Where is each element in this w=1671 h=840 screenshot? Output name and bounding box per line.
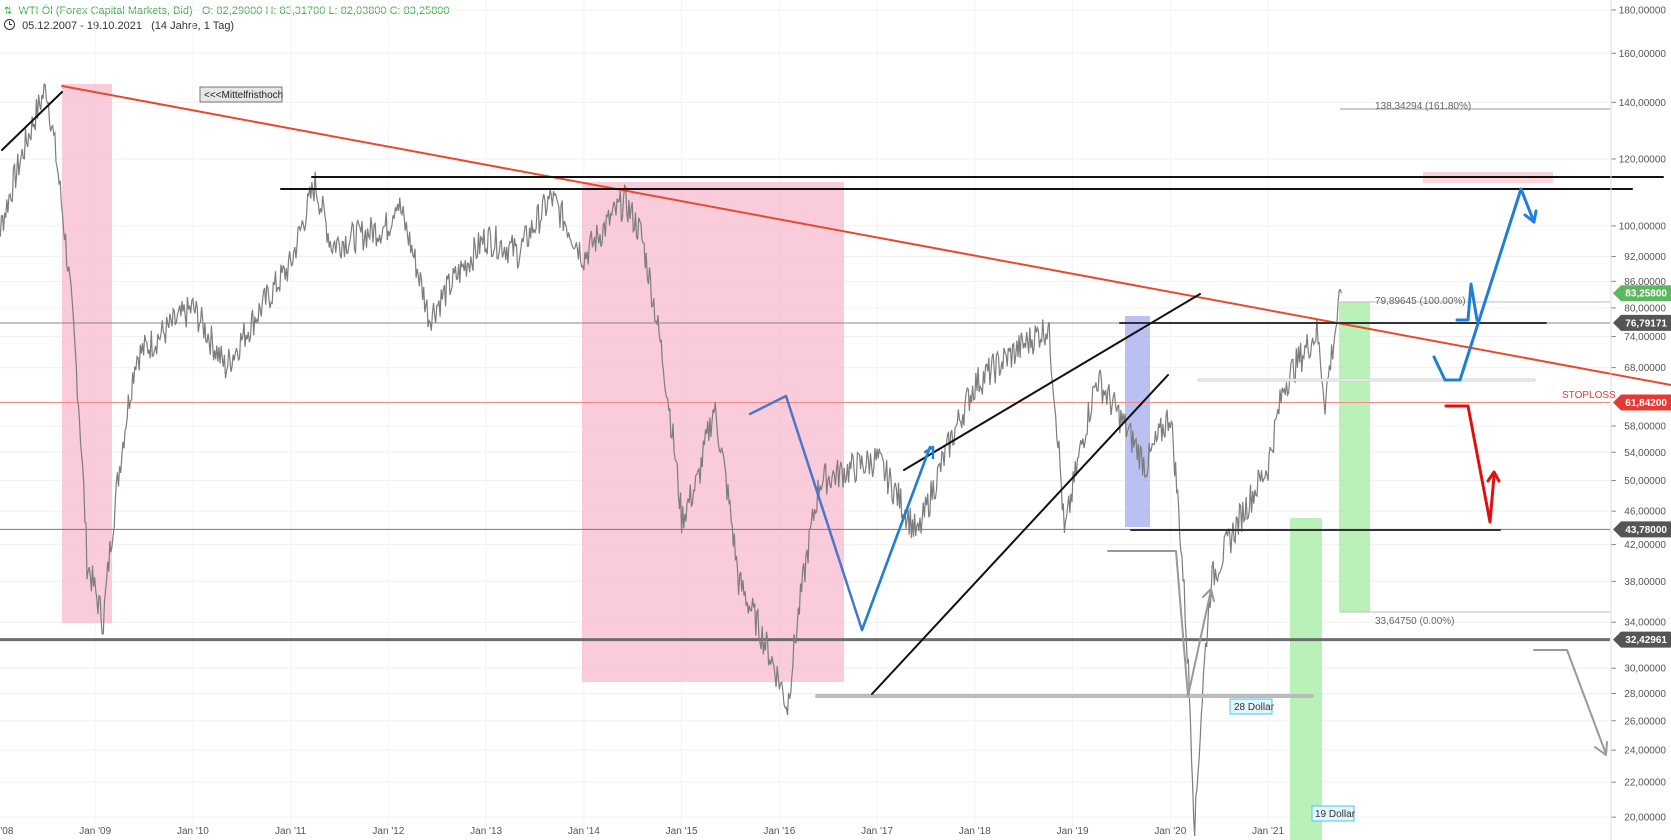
ohlc-values: O: 82,29000 H: 83,31700 L: 82,03800 C: 8… bbox=[201, 5, 450, 17]
y-tick-label: 54,00000 bbox=[1624, 448, 1666, 459]
y-tick-label: 80,00000 bbox=[1624, 303, 1666, 314]
price-label-bg bbox=[1613, 314, 1671, 331]
y-tick-label: 24,00000 bbox=[1624, 746, 1666, 757]
trendline[interactable] bbox=[1533, 649, 1607, 755]
annotations: <<<Mittelfristhoch 28 Dollar 19 Dollar S… bbox=[199, 86, 1616, 822]
y-tick-label: 86,00000 bbox=[1624, 277, 1666, 288]
arrow-head[interactable] bbox=[1202, 588, 1215, 602]
x-tick-label: Jan '08 bbox=[0, 826, 14, 837]
mittelfristhoch-box[interactable] bbox=[199, 86, 283, 103]
y-tick-label: 140,00000 bbox=[1619, 98, 1667, 109]
price-label-bg bbox=[1613, 631, 1671, 648]
projection-arrow[interactable] bbox=[1455, 282, 1479, 322]
y-tick-label: 46,00000 bbox=[1624, 507, 1666, 518]
price-series-line bbox=[0, 83, 1342, 837]
y-tick-label: 28,00000 bbox=[1624, 689, 1666, 700]
highlight-zone bbox=[1339, 302, 1370, 612]
y-tick-label: 20,00000 bbox=[1624, 813, 1666, 824]
trendline[interactable] bbox=[903, 293, 1201, 471]
instrument-title[interactable]: WTI Öl (Forex Capital Markets, Bid) bbox=[18, 5, 193, 17]
y-tick-label: 34,00000 bbox=[1624, 618, 1666, 629]
arrow-head[interactable] bbox=[923, 445, 935, 460]
y-tick-label: 42,00000 bbox=[1624, 540, 1666, 551]
x-tick-label: Jan '15 bbox=[666, 826, 698, 837]
y-tick-label: 92,00000 bbox=[1624, 252, 1666, 263]
y-tick-label: 30,00000 bbox=[1624, 664, 1666, 675]
fib-0-label: 33,64750 (0.00%) bbox=[1375, 616, 1455, 627]
x-tick-label: Jan '17 bbox=[861, 826, 893, 837]
x-tick-label: Jan '10 bbox=[177, 826, 209, 837]
price-label-bg bbox=[1613, 394, 1671, 411]
candle-icon: ⇅ bbox=[4, 6, 13, 17]
x-tick-label: Jan '13 bbox=[470, 826, 502, 837]
y-tick-label: 58,00000 bbox=[1624, 422, 1666, 433]
clock-icon bbox=[4, 19, 15, 30]
instrument-line: ⇅ WTI Öl (Forex Capital Markets, Bid) O:… bbox=[4, 4, 450, 19]
y-tick-label: 26,00000 bbox=[1624, 716, 1666, 727]
chart-header: ⇅ WTI Öl (Forex Capital Markets, Bid) O:… bbox=[4, 4, 450, 33]
x-tick-label: Jan '19 bbox=[1057, 826, 1089, 837]
x-tick-label: Jan '11 bbox=[275, 826, 307, 837]
trendline[interactable] bbox=[1107, 550, 1212, 697]
fib-161-label: 138,34294 (161.80%) bbox=[1375, 101, 1471, 112]
period-line: 05.12.2007 - 19.10.2021 (14 Jahre, 1 Tag… bbox=[4, 19, 450, 33]
x-axis: Jan '08 Jan '09 Jan '10 Jan '11 Jan '12 Jan '… bbox=[0, 826, 1284, 837]
y-tick-label: 50,00000 bbox=[1624, 476, 1666, 487]
y-tick-label: 100,00000 bbox=[1619, 221, 1667, 232]
x-tick-label: Jan '09 bbox=[79, 826, 111, 837]
resistance-trendline[interactable] bbox=[61, 85, 1671, 386]
arrow-head[interactable] bbox=[1594, 741, 1608, 756]
x-tick-label: Jan '18 bbox=[959, 826, 991, 837]
highlight-zone bbox=[582, 182, 844, 682]
y-tick-label: 68,00000 bbox=[1624, 363, 1666, 374]
dollar19-box bbox=[1311, 805, 1355, 822]
price-label: 43,78000 bbox=[1625, 525, 1667, 536]
price-label-bg bbox=[1613, 521, 1671, 538]
x-tick-label: Jan '16 bbox=[763, 826, 795, 837]
price-label: 76,79171 bbox=[1625, 318, 1667, 329]
dollar19-label: 19 Dollar bbox=[1315, 809, 1356, 820]
highlight-zone bbox=[1290, 518, 1322, 840]
trendline[interactable] bbox=[860, 445, 932, 632]
arrow-head[interactable] bbox=[1523, 209, 1538, 224]
x-tick-label: Jan '12 bbox=[372, 826, 404, 837]
projection-arrow[interactable] bbox=[1444, 404, 1496, 524]
arrow-head[interactable] bbox=[1486, 470, 1501, 483]
dollar28-box bbox=[1229, 698, 1273, 715]
highlight-zone bbox=[1125, 316, 1150, 527]
period-range: 05.12.2007 - 19.10.2021 bbox=[22, 20, 142, 32]
y-tick-label: 120,00000 bbox=[1619, 154, 1667, 165]
stoploss-label: STOPLOSS bbox=[1562, 390, 1616, 401]
mittelfristhoch-label: <<<Mittelfristhoch bbox=[204, 90, 283, 101]
x-tick-label: Jan '14 bbox=[568, 826, 600, 837]
y-tick-label: 74,00000 bbox=[1624, 332, 1666, 343]
y-tick-label: 160,00000 bbox=[1619, 49, 1667, 60]
y-tick-label: 180,00000 bbox=[1619, 6, 1667, 17]
price-label: 32,42961 bbox=[1625, 635, 1667, 646]
trendline[interactable] bbox=[1, 91, 63, 151]
y-tick-label: 38,00000 bbox=[1624, 577, 1666, 588]
y-tick-label: 22,00000 bbox=[1624, 778, 1666, 789]
dollar28-label: 28 Dollar bbox=[1234, 702, 1275, 713]
price-labels: 83,25800 76,79171 61,84200 43,78000 32,42961 bbox=[1613, 285, 1671, 648]
price-label-bg bbox=[1613, 285, 1671, 302]
projection-arrow[interactable] bbox=[1432, 187, 1523, 382]
x-tick-label: Jan '20 bbox=[1154, 826, 1186, 837]
y-axis: 180,00000 160,00000 140,00000 120,00000 100,… bbox=[1610, 0, 1667, 840]
projection-arrow[interactable] bbox=[1519, 187, 1536, 224]
fib-100-label: 79,89645 (100.00%) bbox=[1375, 296, 1466, 307]
highlight-zone bbox=[62, 84, 112, 623]
price-label: 83,25800 bbox=[1625, 289, 1667, 300]
x-tick-label: Jan '21 bbox=[1252, 826, 1284, 837]
trendline[interactable] bbox=[871, 374, 1169, 695]
drawings[interactable] bbox=[1, 85, 1671, 756]
price-label: 61,84200 bbox=[1625, 398, 1667, 409]
